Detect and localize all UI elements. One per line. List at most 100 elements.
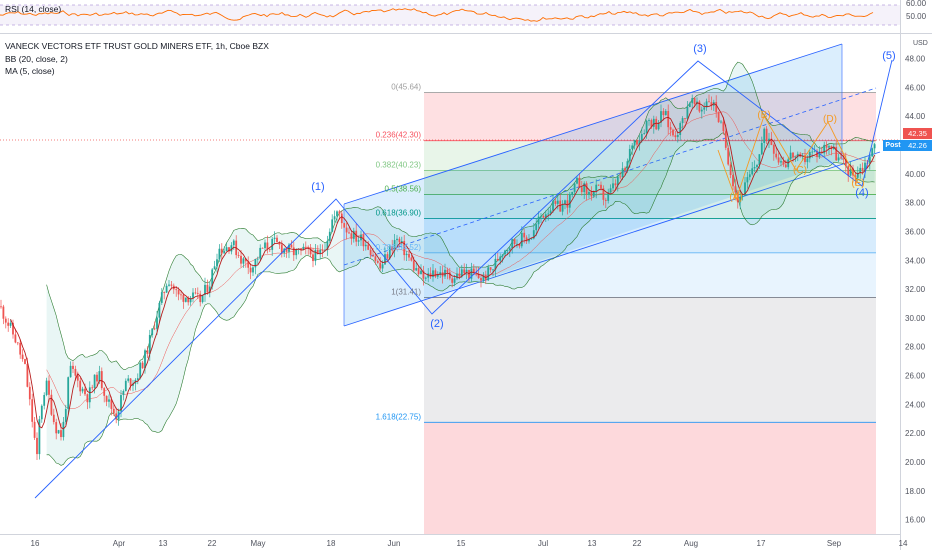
- sub-wave-label: (C): [793, 165, 807, 176]
- bb-lower: [46, 132, 875, 466]
- candle-body: [720, 121, 722, 123]
- candle-body: [840, 157, 842, 159]
- candle-body: [60, 430, 62, 438]
- candle-body: [482, 275, 485, 281]
- candle-body: [0, 306, 2, 308]
- candle-body: [266, 242, 269, 250]
- candle-body: [602, 188, 605, 200]
- candle-body: [151, 328, 154, 336]
- candle-body: [326, 240, 329, 250]
- candle-body: [331, 219, 334, 232]
- price-channel: [343, 43, 881, 327]
- candle-body: [566, 200, 569, 208]
- candle-body: [772, 145, 775, 154]
- candle-body: [648, 120, 650, 121]
- candle-body: [105, 395, 108, 402]
- candle-body: [511, 239, 514, 249]
- candle-body: [388, 246, 391, 259]
- candle-body: [31, 399, 34, 422]
- wave-label: (3): [693, 43, 706, 55]
- candle-body: [770, 138, 773, 146]
- candle-body: [792, 152, 794, 158]
- candle-body: [26, 363, 29, 387]
- candle-body: [861, 167, 864, 171]
- fib-level-label: 0.786(34.52): [376, 243, 422, 252]
- rsi-pane: 60.00 50.00: [0, 0, 932, 34]
- candle-body: [782, 161, 785, 165]
- ma-legend: MA (5, close): [5, 66, 55, 76]
- candle-body: [223, 250, 226, 254]
- fib-level-label: 0.618(36.90): [376, 209, 422, 218]
- candle-body: [758, 154, 761, 166]
- candle-body: [312, 254, 314, 262]
- candle-body: [835, 146, 838, 161]
- price-tick: 44.00: [905, 112, 926, 121]
- time-tick: Jun: [388, 539, 401, 548]
- candle-body: [264, 242, 266, 249]
- candle-body: [98, 371, 101, 382]
- candle-body: [768, 138, 770, 142]
- candle-body: [549, 210, 552, 214]
- price-tick: 48.00: [905, 55, 926, 64]
- candle-body: [403, 240, 406, 256]
- candle-body: [184, 297, 187, 302]
- candle-body: [33, 421, 36, 438]
- candle-body: [129, 378, 132, 386]
- candle-body: [600, 184, 602, 189]
- candle-body: [604, 199, 607, 201]
- candle-body: [679, 123, 682, 135]
- candle-body: [818, 151, 821, 157]
- candle-body: [350, 233, 353, 239]
- candle-body: [163, 292, 166, 293]
- candle-body: [74, 368, 77, 376]
- candle-body: [460, 269, 463, 277]
- candle-body: [132, 383, 134, 386]
- candle-body: [100, 371, 103, 389]
- candle-body: [420, 270, 422, 275]
- candle-body: [717, 112, 720, 123]
- candle-body: [520, 232, 523, 247]
- candle-body: [19, 342, 22, 355]
- candle-body: [165, 285, 168, 293]
- candle-body: [72, 365, 74, 369]
- channel-upper: [343, 43, 843, 205]
- candle-body: [357, 240, 360, 242]
- candle-body: [7, 322, 10, 326]
- channel-lower: [343, 151, 881, 327]
- candle-body: [532, 230, 535, 239]
- candle-body: [828, 146, 830, 148]
- candle-body: [201, 294, 204, 303]
- candle-body: [475, 273, 478, 274]
- rsi-legend: RSI (14, close): [5, 4, 62, 14]
- candle-body: [736, 192, 739, 203]
- candle-body: [122, 390, 125, 396]
- candle-body: [578, 177, 581, 188]
- candle-body: [813, 150, 816, 152]
- rsi-line: [0, 8, 874, 22]
- candle-body: [240, 255, 242, 264]
- candle-body: [621, 168, 624, 178]
- candle-body: [91, 387, 94, 389]
- candle-body: [513, 239, 516, 244]
- fib-level-label: 0.236(42.30): [376, 131, 422, 140]
- candle-body: [160, 292, 163, 303]
- candle-body: [691, 98, 694, 104]
- candle-body: [408, 253, 410, 258]
- time-tick: 22: [208, 539, 217, 548]
- candle-body: [43, 395, 46, 406]
- time-tick: 15: [457, 539, 466, 548]
- candle-body: [804, 155, 806, 163]
- candle-body: [168, 284, 170, 286]
- candle-body: [561, 204, 564, 212]
- candle-body: [314, 249, 317, 262]
- candle-body: [806, 158, 809, 163]
- candle-body: [554, 201, 557, 204]
- price-badge: 42.35: [903, 128, 932, 139]
- candle-body: [808, 151, 811, 159]
- price-tick: 46.00: [905, 83, 926, 92]
- rsi-background: [0, 0, 932, 33]
- candle-body: [844, 158, 847, 167]
- time-tick: 18: [327, 539, 336, 548]
- wave-label: (2): [430, 318, 443, 330]
